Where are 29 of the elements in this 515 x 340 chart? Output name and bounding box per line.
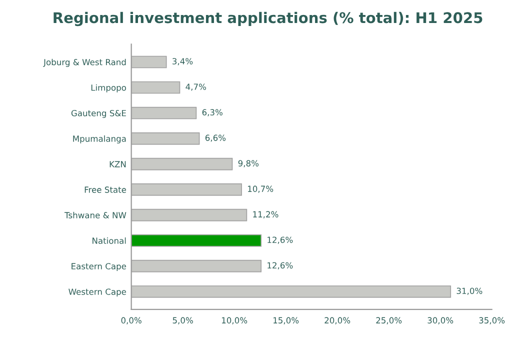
data-label: 12,6% — [268, 262, 293, 270]
data-label: 31,0% — [456, 288, 482, 295]
x-tick-label: 0,0% — [121, 317, 142, 324]
x-tick-label: 30,0% — [428, 317, 454, 324]
y-tick-label: Mpumalanga — [73, 135, 126, 144]
data-label: 11,2% — [253, 211, 278, 218]
y-tick-label: Joburg & West Rand — [43, 58, 126, 67]
data-label: 4,7% — [186, 84, 206, 91]
x-tick-label: 15,0% — [274, 317, 299, 324]
data-label: 6,3% — [202, 109, 222, 116]
chart-title: Regional investment applications (% total): H1 2025 — [54, 12, 482, 26]
y-tick-label: Gauteng S&E — [71, 110, 126, 118]
y-tick-label: Tshwane & NW — [64, 212, 126, 218]
y-tick-label: Western Cape — [68, 288, 126, 297]
y-tick-label: Limpopo — [91, 84, 126, 92]
data-label: 12,6% — [268, 236, 293, 244]
x-tick-label: 25,0% — [376, 317, 402, 324]
x-tick-label: 10,0% — [222, 317, 248, 324]
x-tick-label: 5,0% — [172, 317, 193, 324]
data-label: 3,4% — [172, 58, 193, 66]
y-tick-label: Eastern Cape — [72, 263, 126, 271]
x-tick-label: 20,0% — [324, 317, 350, 324]
y-tick-label: KZN — [110, 161, 126, 168]
data-label: 9,8% — [238, 160, 259, 168]
data-label: 10,7% — [248, 186, 274, 193]
x-tick-label: 35,0% — [479, 317, 505, 324]
y-tick-label: Free State — [84, 186, 126, 193]
y-tick-label: National — [92, 237, 126, 244]
data-label: 6,6% — [205, 134, 226, 142]
